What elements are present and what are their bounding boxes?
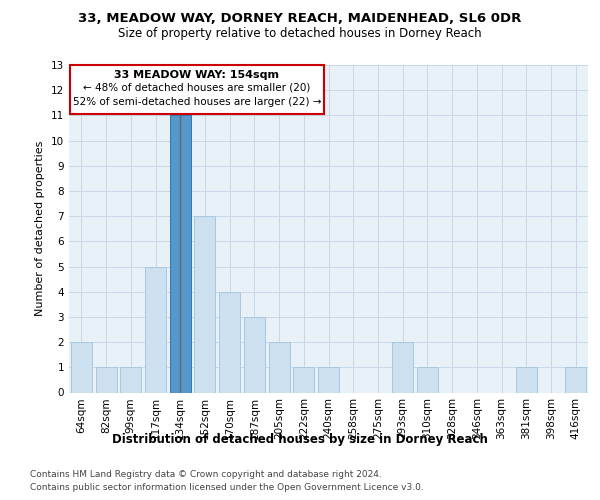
Bar: [318, 368, 339, 392]
Text: Contains public sector information licensed under the Open Government Licence v3: Contains public sector information licen…: [30, 482, 424, 492]
Bar: [120, 368, 141, 392]
Y-axis label: Number of detached properties: Number of detached properties: [35, 141, 46, 316]
Text: ← 48% of detached houses are smaller (20): ← 48% of detached houses are smaller (20…: [83, 82, 311, 92]
Text: 33, MEADOW WAY, DORNEY REACH, MAIDENHEAD, SL6 0DR: 33, MEADOW WAY, DORNEY REACH, MAIDENHEAD…: [79, 12, 521, 26]
Bar: [293, 368, 314, 392]
Bar: [244, 317, 265, 392]
Bar: [565, 368, 586, 392]
Bar: [95, 368, 116, 392]
Bar: [269, 342, 290, 392]
Bar: [71, 342, 92, 392]
Bar: [392, 342, 413, 392]
Bar: [219, 292, 240, 392]
FancyBboxPatch shape: [70, 65, 323, 114]
Text: Distribution of detached houses by size in Dorney Reach: Distribution of detached houses by size …: [112, 432, 488, 446]
Bar: [417, 368, 438, 392]
Bar: [194, 216, 215, 392]
Bar: [516, 368, 537, 392]
Text: 33 MEADOW WAY: 154sqm: 33 MEADOW WAY: 154sqm: [115, 70, 280, 80]
Text: Contains HM Land Registry data © Crown copyright and database right 2024.: Contains HM Land Registry data © Crown c…: [30, 470, 382, 479]
Text: 52% of semi-detached houses are larger (22) →: 52% of semi-detached houses are larger (…: [73, 96, 321, 106]
Bar: [145, 266, 166, 392]
Bar: [170, 116, 191, 392]
Text: Size of property relative to detached houses in Dorney Reach: Size of property relative to detached ho…: [118, 28, 482, 40]
